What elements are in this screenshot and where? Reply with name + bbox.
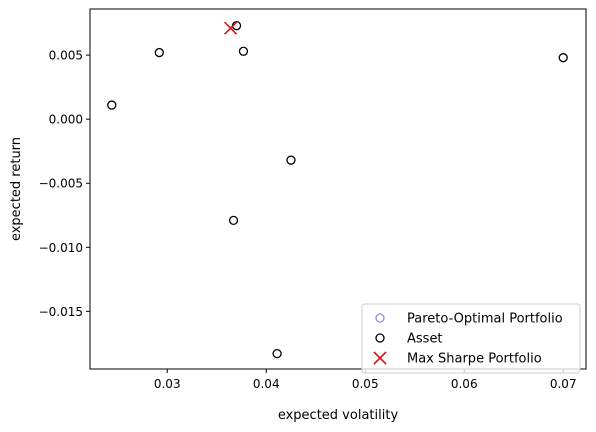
plot-area (107, 21, 568, 359)
legend-label-pareto: Pareto-Optimal Portfolio (407, 312, 563, 327)
asset-point (238, 46, 249, 56)
axes-frame (89, 8, 587, 370)
y-axis-label: expected return (9, 137, 24, 241)
legend-marker-pareto (375, 313, 385, 323)
y-tick-label: −0.015 (39, 305, 83, 319)
asset-point (107, 100, 117, 110)
x-tick-label: 0.05 (352, 377, 379, 391)
legend-marker-asset (375, 333, 385, 343)
asset-point (154, 47, 164, 58)
asset-point (228, 215, 239, 226)
x-tick-label: 0.03 (154, 377, 181, 391)
legend: Pareto-Optimal Portfolio Asset Max Sharp… (361, 303, 581, 374)
x-tick-label: 0.04 (253, 377, 280, 391)
y-tick-label: 0.005 (49, 49, 83, 63)
x-tick-label: 0.07 (550, 377, 577, 391)
asset-point (558, 53, 568, 63)
max-sharpe-point (224, 21, 238, 35)
y-axis: −0.015 −0.010 −0.005 0.000 0.005 (39, 49, 90, 319)
asset-point (286, 155, 296, 165)
y-tick-label: 0.000 (49, 113, 83, 127)
y-tick-label: −0.010 (39, 241, 83, 255)
x-axis: 0.03 0.04 0.05 0.06 0.07 (154, 369, 577, 391)
asset-point (272, 348, 282, 359)
legend-label-max-sharpe: Max Sharpe Portfolio (407, 352, 542, 367)
legend-marker-max-sharpe (373, 351, 387, 365)
x-axis-label: expected volatility (278, 408, 399, 423)
legend-label-asset: Asset (407, 332, 443, 347)
legend-box (361, 303, 581, 374)
x-tick-label: 0.06 (451, 377, 478, 391)
y-tick-label: −0.005 (39, 177, 83, 191)
